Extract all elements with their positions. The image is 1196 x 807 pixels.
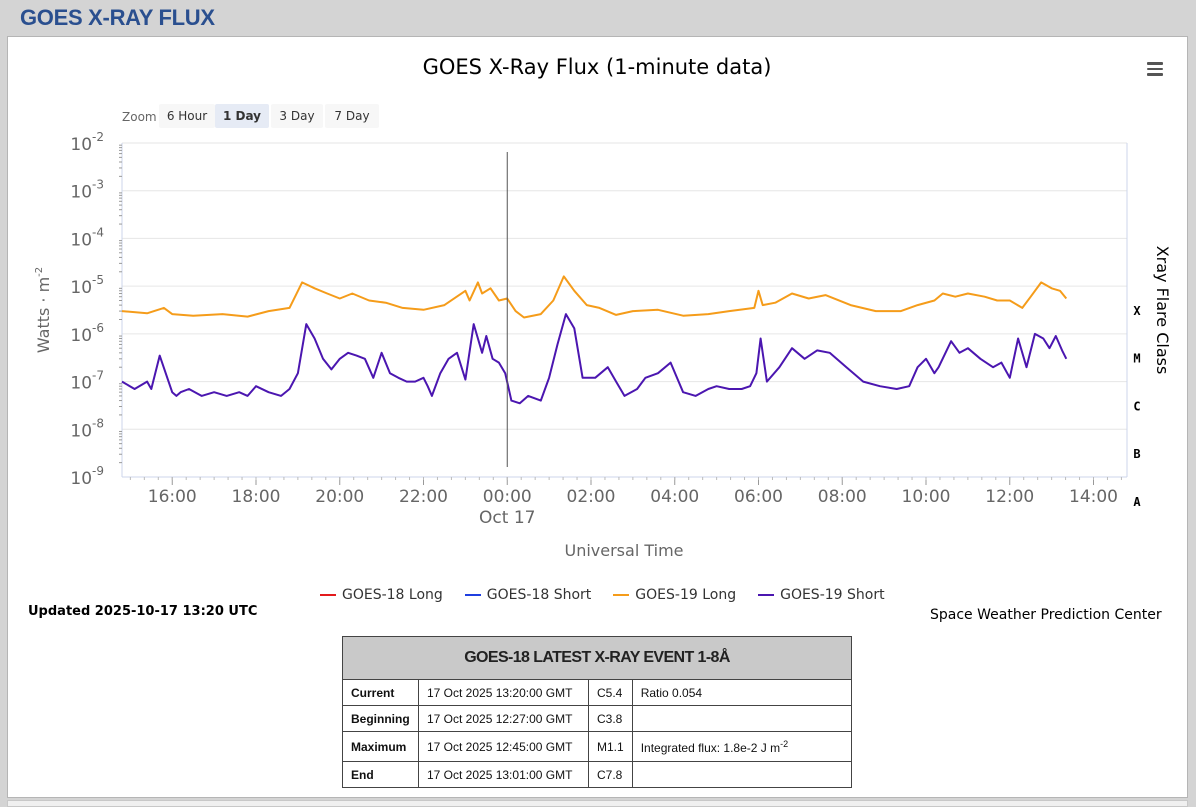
x-tick-label: 04:00 xyxy=(650,487,699,507)
y2-axis-label: Xray Flare Class xyxy=(1153,246,1172,375)
page-header: GOES X-RAY FLUX xyxy=(0,0,1196,36)
legend-item[interactable]: GOES-19 Long xyxy=(613,587,736,603)
y-tick-label: 10-7 xyxy=(70,369,104,394)
event-label: Beginning xyxy=(342,705,419,732)
event-class: M1.1 xyxy=(588,731,633,762)
y-tick-label: 10-4 xyxy=(70,225,104,250)
legend-label: GOES-18 Long xyxy=(342,587,443,603)
series-lines xyxy=(121,275,1068,405)
flare-class-label: M xyxy=(1133,352,1140,366)
table-row: End 17 Oct 2025 13:01:00 GMT C7.8 xyxy=(342,761,853,788)
zoom-button-1-day[interactable]: 1 Day xyxy=(215,104,269,128)
credit-text: Space Weather Prediction Center xyxy=(930,607,1162,623)
zoom-button-bg[interactable] xyxy=(159,104,215,128)
legend-item[interactable]: GOES-18 Short xyxy=(464,587,592,603)
zoom-button-label[interactable]: 7 Day xyxy=(334,109,369,123)
y-tick-label: 10-3 xyxy=(70,178,104,203)
flare-class-label: B xyxy=(1133,447,1140,461)
y-tick-label: 10-9 xyxy=(70,464,104,489)
event-time: 17 Oct 2025 13:01:00 GMT xyxy=(418,761,589,788)
table-row: Current 17 Oct 2025 13:20:00 GMT C5.4 Ratio… xyxy=(342,679,853,706)
x-tick-label: 08:00 xyxy=(818,487,867,507)
flare-class-label: X xyxy=(1133,304,1141,318)
x-tick-label: 10:00 xyxy=(902,487,951,507)
y-axis-label: Watts · m-2 xyxy=(34,267,53,353)
legend-swatch xyxy=(758,594,775,596)
x-tick-label: 06:00 xyxy=(734,487,783,507)
table-row: Maximum 17 Oct 2025 12:45:00 GMT M1.1 Integ… xyxy=(342,731,853,762)
chart-title: GOES X-Ray Flux (1-minute data) xyxy=(423,55,772,79)
series-line xyxy=(121,313,1068,405)
zoom-button-label[interactable]: 6 Hour xyxy=(167,109,207,123)
event-label: Maximum xyxy=(342,731,419,762)
legend-swatch xyxy=(464,594,481,596)
event-time: 17 Oct 2025 12:27:00 GMT xyxy=(418,705,589,732)
event-label: End xyxy=(342,761,419,788)
legend-label: GOES-18 Short xyxy=(486,587,592,603)
y-axis-label-text: Watts · m xyxy=(34,277,53,353)
zoom-button-7-day[interactable]: 7 Day xyxy=(325,104,379,128)
table-row: Beginning 17 Oct 2025 12:27:00 GMT C3.8 xyxy=(342,705,853,732)
flare-class-label: A xyxy=(1133,495,1141,509)
flare-class-label: C xyxy=(1133,399,1140,413)
y-axis-label-sup: -2 xyxy=(34,267,45,277)
chart-legend: GOES-18 Long GOES-18 Short GOES-19 Long GOE… xyxy=(320,585,907,605)
event-class: C5.4 xyxy=(588,679,633,706)
event-extra xyxy=(631,761,853,788)
y-axis-ticks: 10-2 10-3 10-4 10-5 10-6 10-7 10-8 10-9 xyxy=(70,130,122,489)
zoom-button-bg[interactable] xyxy=(325,104,379,128)
event-class: C3.8 xyxy=(588,705,633,732)
grid-lines xyxy=(121,142,1128,478)
page-title: GOES X-RAY FLUX xyxy=(20,5,215,30)
zoom-control: Zoom 6 Hour 1 Day 3 Day 7 Day xyxy=(122,104,379,128)
zoom-label: Zoom xyxy=(122,110,157,124)
y-tick-label: 10-6 xyxy=(70,321,104,346)
zoom-button-6-hour[interactable]: 6 Hour xyxy=(159,104,215,128)
y-tick-label: 10-5 xyxy=(70,273,104,298)
x-tick-label: 22:00 xyxy=(399,487,448,507)
x-tick-label: 02:00 xyxy=(567,487,616,507)
event-time: 17 Oct 2025 13:20:00 GMT xyxy=(418,679,589,706)
updated-timestamp: Updated 2025-10-17 13:20 UTC xyxy=(28,604,258,619)
x-tick-label: 00:00 xyxy=(483,487,532,507)
y-tick-label: 10-8 xyxy=(70,416,104,441)
x-tick-sublabel: Oct 17 xyxy=(479,508,535,528)
event-class: C7.8 xyxy=(588,761,633,788)
zoom-button-label[interactable]: 3 Day xyxy=(279,109,314,123)
event-table-title: GOES-18 LATEST X-RAY EVENT 1-8Å xyxy=(342,636,852,680)
zoom-button-3-day[interactable]: 3 Day xyxy=(271,104,323,128)
legend-label: GOES-19 Short xyxy=(780,587,885,603)
legend-label: GOES-19 Long xyxy=(635,587,737,603)
x-axis-label: Universal Time xyxy=(564,541,683,560)
zoom-button-bg[interactable] xyxy=(215,104,269,128)
event-time: 17 Oct 2025 12:45:00 GMT xyxy=(418,731,589,762)
legend-swatch xyxy=(320,594,336,596)
flare-class-labels: X M C B A xyxy=(1133,304,1141,509)
legend-item[interactable]: GOES-19 Short xyxy=(758,587,885,603)
chart-menu-icon[interactable] xyxy=(1147,62,1163,76)
event-extra: Ratio 0.054 xyxy=(631,679,853,706)
plot-area[interactable] xyxy=(122,143,1127,477)
event-label: Current xyxy=(342,679,419,706)
x-tick-label: 14:00 xyxy=(1069,487,1118,507)
legend-item[interactable]: GOES-18 Long xyxy=(320,587,443,603)
x-tick-label: 12:00 xyxy=(985,487,1034,507)
event-table: GOES-18 LATEST X-RAY EVENT 1-8Å Current 1… xyxy=(342,636,853,788)
zoom-button-label[interactable]: 1 Day xyxy=(223,109,261,123)
x-tick-label: 20:00 xyxy=(315,487,364,507)
y-tick-label: 10-2 xyxy=(70,130,104,155)
x-tick-label: 16:00 xyxy=(148,487,197,507)
event-extra xyxy=(631,705,853,732)
legend-swatch xyxy=(613,594,630,596)
x-tick-label: 18:00 xyxy=(232,487,281,507)
series-line xyxy=(121,275,1068,319)
zoom-button-bg[interactable] xyxy=(271,104,323,128)
event-extra: Integrated flux: 1.8e-2 J m-2 xyxy=(631,731,853,762)
